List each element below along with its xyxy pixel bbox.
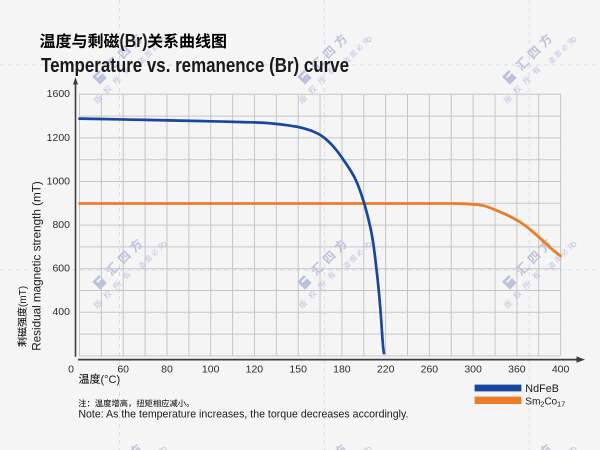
svg-text:400: 400 bbox=[552, 364, 570, 376]
svg-text:Residual magnetic strength (mT: Residual magnetic strength (mT) bbox=[31, 181, 44, 351]
svg-text:400: 400 bbox=[52, 306, 70, 318]
svg-text:360: 360 bbox=[508, 364, 526, 376]
svg-text:1600: 1600 bbox=[47, 88, 71, 100]
svg-text:(°C): (°C) bbox=[101, 374, 121, 386]
svg-text:80: 80 bbox=[161, 364, 173, 376]
svg-text:150: 150 bbox=[289, 364, 307, 376]
svg-text:300: 300 bbox=[464, 364, 482, 376]
svg-text:260: 260 bbox=[421, 364, 439, 376]
svg-text:Temperature vs. remanence (Br): Temperature vs. remanence (Br) curve bbox=[41, 55, 349, 77]
svg-text:120: 120 bbox=[246, 364, 264, 376]
svg-text:220: 220 bbox=[377, 364, 395, 376]
svg-text:Sm2Co17: Sm2Co17 bbox=[525, 397, 565, 409]
svg-text:180: 180 bbox=[333, 364, 351, 376]
svg-text:0: 0 bbox=[68, 364, 74, 376]
svg-text:(mT): (mT) bbox=[18, 286, 29, 307]
svg-text:1200: 1200 bbox=[47, 132, 71, 144]
svg-text:600: 600 bbox=[52, 263, 70, 275]
svg-text:800: 800 bbox=[52, 219, 70, 231]
svg-text:(Br): (Br) bbox=[120, 31, 148, 51]
svg-text:Note: As the temperature incre: Note: As the temperature increases, the … bbox=[78, 408, 408, 420]
svg-text:60: 60 bbox=[117, 364, 129, 376]
svg-text:100: 100 bbox=[202, 364, 220, 376]
svg-text:1000: 1000 bbox=[47, 175, 71, 187]
svg-text:NdFeB: NdFeB bbox=[525, 383, 559, 395]
